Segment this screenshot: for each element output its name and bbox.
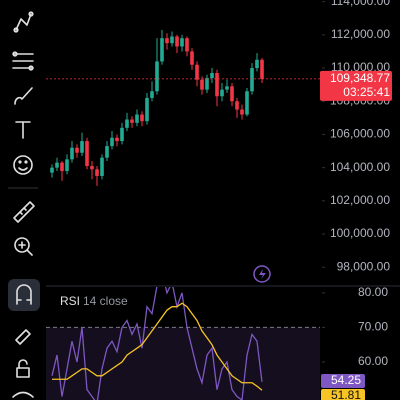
rsi-band (46, 327, 320, 400)
candle-body (260, 59, 264, 79)
candle-body (250, 68, 254, 92)
price-label: 109,348.77 (330, 71, 390, 85)
last-value-label: 54.25 (331, 373, 361, 387)
candle-body (225, 86, 229, 90)
emoji-tool[interactable] (13, 155, 33, 175)
candle-body (125, 119, 129, 128)
candle-body (75, 147, 79, 153)
y-tick-label: 104,000.00 (330, 160, 390, 174)
candle-body (50, 167, 54, 173)
candle-body (95, 169, 99, 176)
countdown-label: 03:25:41 (343, 85, 390, 99)
candle-body (150, 91, 154, 98)
candle-body (195, 64, 199, 80)
last-value-box (321, 374, 365, 388)
magnet-tool[interactable] (16, 284, 32, 305)
rsi-line (52, 302, 263, 391)
candle-body (165, 38, 169, 44)
text-tool[interactable] (15, 121, 31, 139)
y-tick-label: 110,000.00 (331, 60, 390, 74)
candle-body (70, 147, 74, 160)
y-tick-label: 106,000.00 (330, 127, 390, 141)
candle-body (100, 157, 104, 176)
y-tick-label: 100,000.00 (330, 226, 390, 240)
candle-body (200, 79, 204, 90)
candle-body (180, 38, 184, 47)
candle-body (55, 162, 59, 168)
y-tick-label: 80.00 (358, 285, 388, 299)
y-tick-label: 112,000.00 (331, 27, 390, 41)
alert-button[interactable] (253, 265, 271, 283)
candle-body (120, 127, 124, 142)
candle-body (175, 36, 179, 47)
candle-body (85, 141, 89, 166)
trend-tool[interactable] (13, 11, 34, 33)
candle-body (115, 137, 119, 142)
fib-tool[interactable] (12, 51, 34, 71)
y-tick-label: 60.00 (358, 354, 388, 368)
candle-body (205, 78, 209, 90)
zoom-tool[interactable] (14, 237, 33, 256)
candle-body (90, 165, 94, 170)
candle-body (160, 38, 164, 62)
rsi-line (51, 287, 263, 400)
candle-body (210, 73, 214, 79)
eye-tool[interactable] (12, 391, 34, 398)
indicator-params: 14 close (83, 294, 128, 308)
candle-body (190, 51, 194, 65)
candle-body (80, 141, 84, 153)
candle-body (155, 61, 159, 92)
candle-body (215, 73, 219, 97)
toolbar (8, 11, 40, 398)
candle-body (140, 114, 144, 122)
ruler-tool[interactable] (13, 201, 35, 223)
candle-body (220, 89, 224, 97)
candle-body (60, 162, 64, 171)
candle-body (255, 59, 259, 69)
last-value-box (321, 389, 365, 400)
candle-body (145, 97, 149, 122)
y-tick-label: 114,000.00 (331, 0, 390, 8)
selected-bg (8, 279, 40, 311)
candle-body (130, 119, 134, 123)
lock-draw-tool[interactable] (15, 329, 31, 345)
candle-body (230, 86, 234, 102)
candle-body (170, 36, 174, 44)
candle-body (245, 91, 249, 115)
candle-body (65, 159, 69, 171)
candle-body (110, 137, 114, 147)
y-tick-label: 98,000.00 (337, 259, 391, 273)
brush-tool[interactable] (14, 87, 33, 105)
candle-body (240, 109, 244, 115)
alert-icon (259, 269, 266, 279)
rsi-lines (51, 287, 263, 400)
y-tick-label: 70.00 (358, 320, 388, 334)
candle-body (185, 38, 189, 52)
candle-body (105, 146, 109, 158)
price-box (320, 70, 392, 101)
candle-body (235, 101, 239, 110)
y-tick-label: 102,000.00 (330, 193, 390, 207)
lock-tool[interactable] (16, 359, 30, 378)
candle-body (135, 114, 139, 123)
indicator-name: RSI (60, 294, 80, 308)
last-value-label: 51.81 (331, 388, 361, 400)
